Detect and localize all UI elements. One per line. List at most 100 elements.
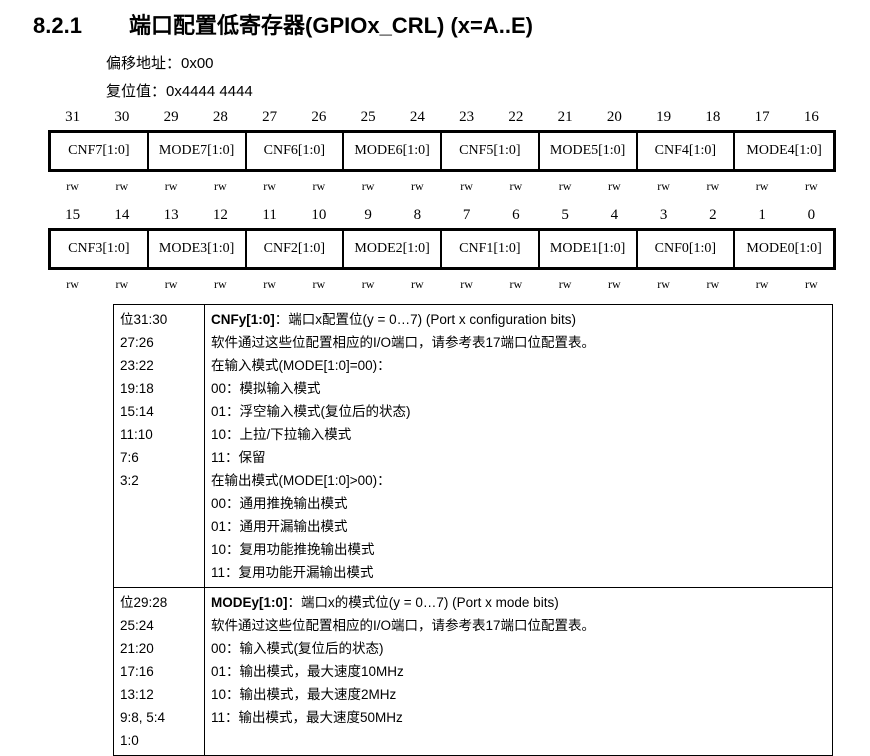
description-line: 00：模拟输入模式 [211, 381, 321, 396]
bit-number: 19 [656, 109, 672, 125]
access-type: rw [115, 277, 129, 291]
bit-number: 17 [754, 109, 770, 125]
bit-range: 15:14 [120, 404, 154, 419]
bit-number: 3 [659, 207, 668, 223]
access-type: rw [164, 277, 178, 291]
bit-number: 24 [409, 109, 425, 125]
description-row: 位31:30 27:26 23:22 19:18 15:14 11:10 7:6 3:2 CNF… [113, 304, 833, 588]
bit-number: 30 [114, 109, 130, 125]
register-field: CNF4[1:0] [638, 133, 736, 169]
reset-value: 复位值：0x4444 4444 [106, 83, 253, 100]
access-upper: rw rw rw rw rw rw rw rw rw rw rw rw rw rw rw rw [48, 179, 836, 194]
field-header: CNFy[1:0]：端口x配置位(y = 0…7) (Port x config… [211, 308, 826, 331]
bit-range: 23:22 [120, 358, 154, 373]
access-type: rw [608, 179, 621, 193]
bit-numbers-lower: 15 14 13 12 11 10 9 8 7 6 5 4 3 2 1 0 [48, 207, 836, 224]
description-line: 在输出模式(MODE[1:0]>00)： [211, 473, 391, 488]
field-summary: ：端口x配置位(y = 0…7) (Port x configuration b… [274, 312, 576, 327]
bit-number: 29 [163, 109, 179, 125]
access-type: rw [263, 179, 276, 193]
bit-number: 4 [610, 207, 619, 223]
fields-upper: CNF7[1:0] MODE7[1:0] CNF6[1:0] MODE6[1:0] CN… [48, 130, 836, 172]
bit-range: 9:8, 5:4 [120, 710, 166, 725]
bit-number: 1 [758, 207, 766, 223]
register-field: MODE0[1:0] [746, 241, 822, 256]
bit-number: 5 [561, 207, 569, 223]
field-header: MODEy[1:0]：端口x的模式位(y = 0…7) (Port x mode… [211, 591, 826, 614]
bit-number: 13 [163, 207, 179, 223]
bit-number: 28 [212, 109, 228, 125]
bit-range-cell: 位29:28 25:24 21:20 17:16 13:12 9:8, 5:4 1:0 [113, 587, 205, 756]
description-line: 软件通过这些位配置相应的I/O端口，请参考表17端口位配置表。 [211, 335, 596, 350]
bit-number: 7 [462, 207, 471, 223]
description-cell: CNFy[1:0]：端口x配置位(y = 0…7) (Port x config… [204, 304, 833, 588]
description-line: 11：复用功能开漏输出模式 [211, 565, 374, 580]
access-type: rw [411, 277, 424, 291]
register-field: MODE4[1:0] [746, 143, 822, 158]
bit-range: 19:18 [120, 381, 154, 396]
register-upper: 31 30 29 28 27 26 25 24 23 22 21 20 19 18 17 16 CNF7[1:… [48, 109, 836, 194]
access-type: rw [214, 277, 227, 291]
register-field: CNF2[1:0] [247, 231, 345, 267]
access-type: rw [411, 179, 424, 193]
bit-number: 31 [65, 109, 81, 125]
register-lower: 15 14 13 12 11 10 9 8 7 6 5 4 3 2 1 0 CNF3[1:0] MODE3[1:… [48, 207, 836, 292]
description-line: 01：通用开漏输出模式 [211, 519, 348, 534]
register-field: CNF6[1:0] [247, 133, 345, 169]
bit-number: 16 [803, 109, 819, 125]
bit-description-table: 位31:30 27:26 23:22 19:18 15:14 11:10 7:6 3:2 CNF… [113, 304, 833, 756]
bit-range: 27:26 [120, 335, 154, 350]
bit-range: 位29:28 [120, 595, 168, 610]
access-type: rw [706, 179, 720, 193]
description-line: 10：复用功能推挽输出模式 [211, 542, 375, 557]
bit-number: 14 [114, 207, 130, 223]
description-line: 11：保留 [211, 450, 266, 465]
register-field: MODE6[1:0] [344, 133, 442, 169]
section-heading: 8.2.1 端口配置低寄存器(GPIOx_CRL) (x=A..E) [33, 8, 533, 40]
register-field: CNF0[1:0] [638, 231, 736, 267]
access-type: rw [805, 277, 818, 291]
register-field: CNF1[1:0] [442, 231, 540, 267]
description-line: 在输入模式(MODE[1:0]=00)： [211, 358, 391, 373]
bit-number: 18 [705, 109, 721, 125]
description-line: 11：输出模式，最大速度50MHz [211, 710, 403, 725]
description-line: 00：输入模式(复位后的状态) [211, 641, 384, 656]
register-field: CNF5[1:0] [442, 133, 540, 169]
access-type: rw [115, 179, 129, 193]
description-line: 01：浮空输入模式(复位后的状态) [211, 404, 411, 419]
access-type: rw [509, 277, 523, 291]
bit-number: 6 [512, 207, 520, 223]
section-title: 端口配置低寄存器(GPIOx_CRL) (x=A..E) [129, 13, 533, 38]
bit-number: 10 [311, 207, 327, 223]
bit-number: 22 [508, 109, 524, 125]
access-type: rw [706, 277, 720, 291]
bit-number: 21 [557, 109, 573, 125]
access-type: rw [657, 277, 670, 291]
register-field: MODE5[1:0] [540, 133, 638, 169]
bit-range: 17:16 [120, 664, 154, 679]
bit-numbers-upper: 31 30 29 28 27 26 25 24 23 22 21 20 19 18 17 16 [48, 109, 836, 126]
access-type: rw [361, 179, 375, 193]
access-type: rw [509, 179, 523, 193]
bit-number: 27 [262, 109, 278, 125]
access-type: rw [608, 277, 621, 291]
access-type: rw [164, 179, 178, 193]
access-type: rw [657, 179, 670, 193]
bit-number: 20 [606, 109, 622, 125]
register-field: MODE3[1:0] [149, 231, 247, 267]
fields-lower: CNF3[1:0] MODE3[1:0] CNF2[1:0] MODE2[1:0] CN… [48, 228, 836, 270]
access-type: rw [755, 277, 769, 291]
register-field: MODE2[1:0] [344, 231, 442, 267]
bit-number: 2 [709, 207, 717, 223]
access-type: rw [66, 179, 79, 193]
access-type: rw [755, 179, 769, 193]
access-type: rw [312, 179, 326, 193]
access-type: rw [460, 277, 473, 291]
bit-number: 0 [807, 207, 816, 223]
description-line: 10：上拉/下拉输入模式 [211, 427, 352, 442]
offset-address: 偏移地址：0x00 [106, 55, 214, 72]
register-field: MODE7[1:0] [149, 133, 247, 169]
bit-range: 1:0 [120, 733, 139, 748]
access-type: rw [214, 179, 227, 193]
bit-number: 15 [65, 207, 81, 223]
